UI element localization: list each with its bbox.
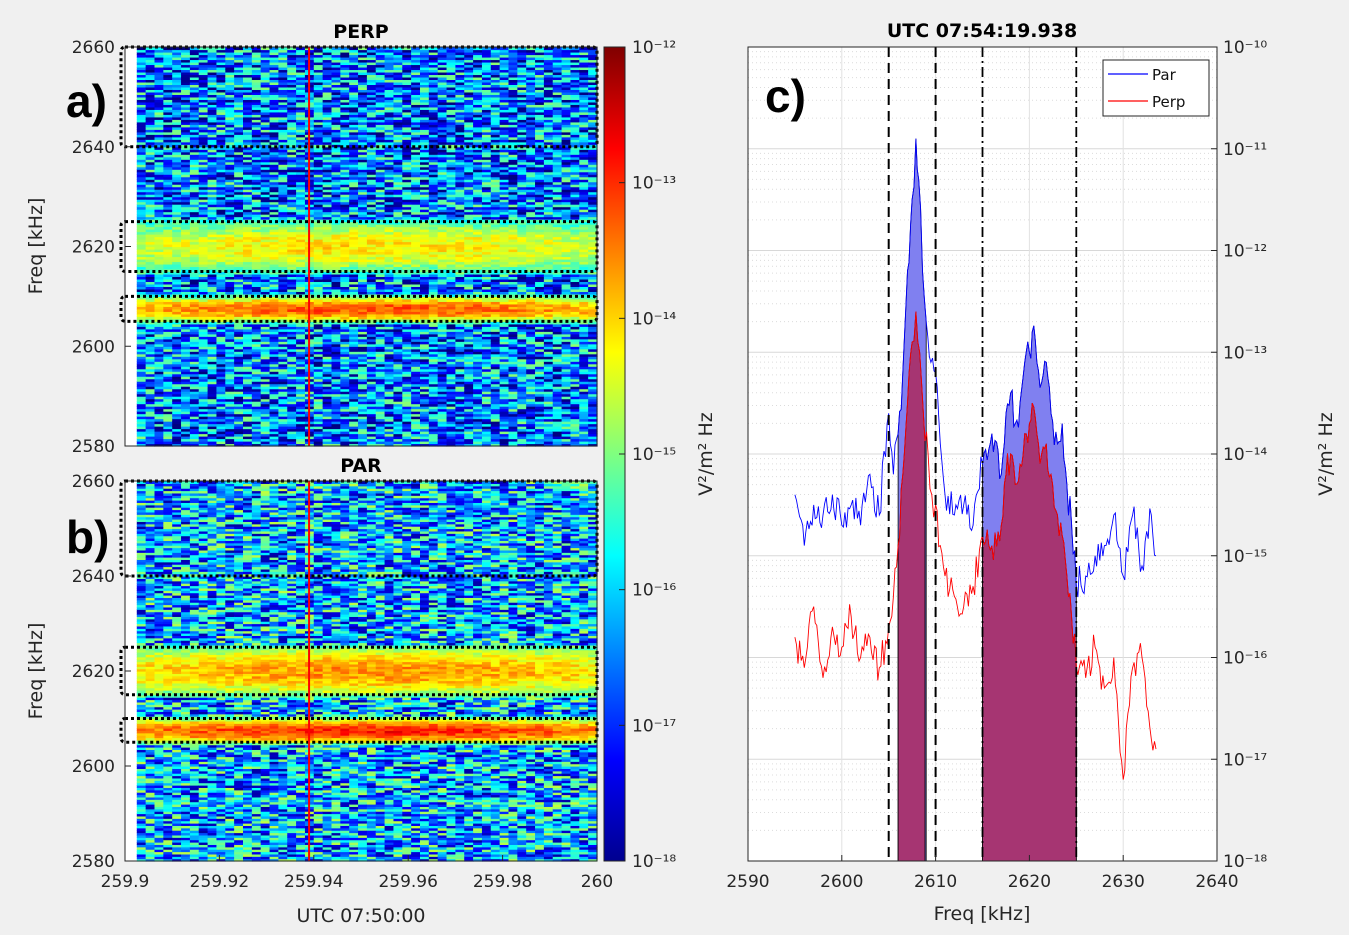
panel-a-heatmap xyxy=(137,47,598,447)
